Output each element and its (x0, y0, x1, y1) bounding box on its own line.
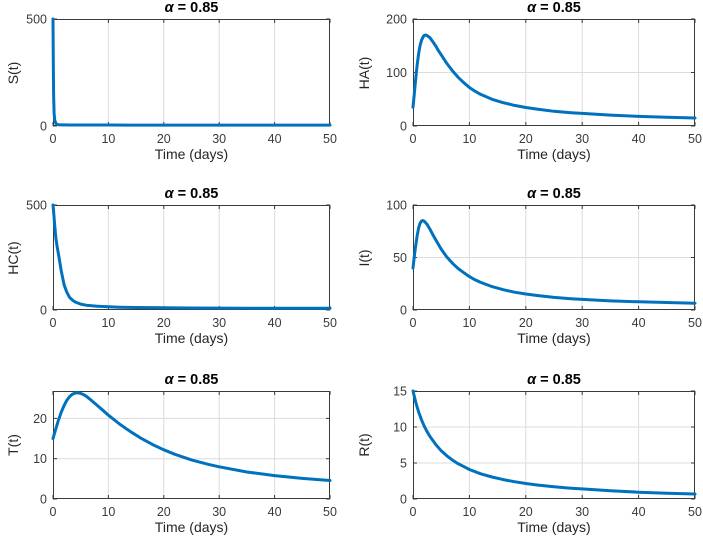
svg-text:30: 30 (212, 505, 226, 519)
title-text: = 0.85 (536, 186, 581, 202)
svg-text:50: 50 (688, 132, 702, 146)
svg-text:15: 15 (393, 385, 407, 399)
plot-title: α = 0.85 (413, 372, 695, 388)
svg-text:20: 20 (33, 412, 47, 426)
svg-text:40: 40 (632, 316, 646, 330)
plot-area: 0 10 20 30 40 50 0 100 200 (386, 13, 702, 147)
title-text: = 0.85 (173, 372, 219, 388)
svg-text:10: 10 (462, 316, 476, 330)
svg-text:30: 30 (212, 316, 226, 330)
svg-text:50: 50 (688, 505, 702, 519)
svg-text:5: 5 (400, 457, 407, 471)
svg-text:50: 50 (688, 316, 702, 330)
svg-text:30: 30 (575, 316, 589, 330)
svg-text:40: 40 (632, 505, 646, 519)
svg-text:0: 0 (40, 120, 47, 134)
svg-text:40: 40 (632, 132, 646, 146)
svg-text:30: 30 (575, 505, 589, 519)
svg-text:20: 20 (519, 132, 533, 146)
svg-text:0: 0 (400, 304, 407, 318)
svg-text:20: 20 (519, 505, 533, 519)
svg-text:20: 20 (157, 132, 171, 146)
x-axis-label: Time (days) (154, 519, 229, 535)
svg-text:50: 50 (323, 316, 337, 330)
svg-text:40: 40 (268, 316, 282, 330)
svg-text:30: 30 (575, 132, 589, 146)
plot-title: α = 0.85 (53, 186, 330, 202)
svg-text:0: 0 (50, 316, 57, 330)
alpha-symbol: α (164, 0, 174, 16)
svg-text:0: 0 (40, 304, 47, 318)
svg-text:10: 10 (101, 132, 115, 146)
x-axis-label: Time (days) (517, 519, 591, 535)
alpha-symbol: α (527, 186, 537, 202)
svg-text:10: 10 (393, 421, 407, 435)
svg-text:20: 20 (157, 316, 171, 330)
plot-area: 0 10 20 30 40 50 0 5 10 15 (393, 385, 702, 520)
svg-text:0: 0 (400, 120, 407, 134)
x-axis-label: Time (days) (517, 330, 591, 346)
svg-text:100: 100 (386, 66, 407, 80)
title-text: = 0.85 (536, 0, 581, 16)
svg-text:20: 20 (157, 505, 171, 519)
svg-text:500: 500 (26, 199, 47, 213)
svg-text:0: 0 (50, 132, 57, 146)
subplot-i: α = 0.85 I(t) Time (days) 0 10 20 30 40 50 0 50… (351, 183, 703, 366)
svg-text:10: 10 (101, 316, 115, 330)
svg-text:500: 500 (26, 13, 47, 27)
plot-title: α = 0.85 (53, 0, 330, 16)
svg-text:100: 100 (386, 199, 407, 213)
svg-text:10: 10 (462, 132, 476, 146)
svg-text:10: 10 (101, 505, 115, 519)
svg-text:0: 0 (410, 505, 417, 519)
subplot-hc: α = 0.85 HC(t) Time (days) 0 10 20 30 40 50 0 5… (0, 183, 351, 366)
plot-title: α = 0.85 (53, 372, 330, 388)
x-axis-label: Time (days) (517, 146, 591, 162)
plot-area: 0 10 20 30 40 50 0 50 100 (386, 199, 702, 331)
title-text: = 0.85 (173, 186, 219, 202)
svg-text:50: 50 (323, 505, 337, 519)
svg-text:0: 0 (410, 132, 417, 146)
svg-text:40: 40 (268, 132, 282, 146)
svg-text:0: 0 (410, 316, 417, 330)
svg-text:0: 0 (50, 505, 57, 519)
svg-text:10: 10 (462, 505, 476, 519)
plot-title: α = 0.85 (413, 0, 695, 16)
svg-text:20: 20 (519, 316, 533, 330)
svg-text:0: 0 (400, 493, 407, 507)
svg-text:50: 50 (323, 132, 337, 146)
svg-text:200: 200 (386, 13, 407, 27)
title-text: = 0.85 (536, 372, 581, 388)
subplot-r: α = 0.85 R(t) Time (days) 0 10 20 30 40 50 0 5 1… (351, 366, 703, 549)
svg-text:50: 50 (393, 251, 407, 265)
subplot-ha: α = 0.85 HA(t) Time (days) 0 10 20 30 40 50 0 1… (351, 0, 703, 183)
alpha-symbol: α (527, 0, 537, 16)
plot-title: α = 0.85 (413, 186, 695, 202)
svg-text:10: 10 (33, 452, 47, 466)
plot-area: 0 10 20 30 40 50 0 10 20 (33, 391, 337, 519)
alpha-symbol: α (164, 372, 174, 388)
svg-text:0: 0 (40, 493, 47, 507)
svg-text:30: 30 (212, 132, 226, 146)
svg-text:40: 40 (268, 505, 282, 519)
x-axis-label: Time (days) (154, 330, 229, 346)
alpha-symbol: α (527, 372, 537, 388)
subplot-s: α = 0.85 S(t) Time (days) 0 10 20 30 40 50 0 50… (0, 0, 351, 183)
subplot-t: α = 0.85 T(t) Time (days) 0 10 20 30 40 50 0 10… (0, 366, 351, 549)
title-text: = 0.85 (173, 0, 219, 16)
x-axis-label: Time (days) (154, 146, 229, 162)
alpha-symbol: α (164, 186, 174, 202)
